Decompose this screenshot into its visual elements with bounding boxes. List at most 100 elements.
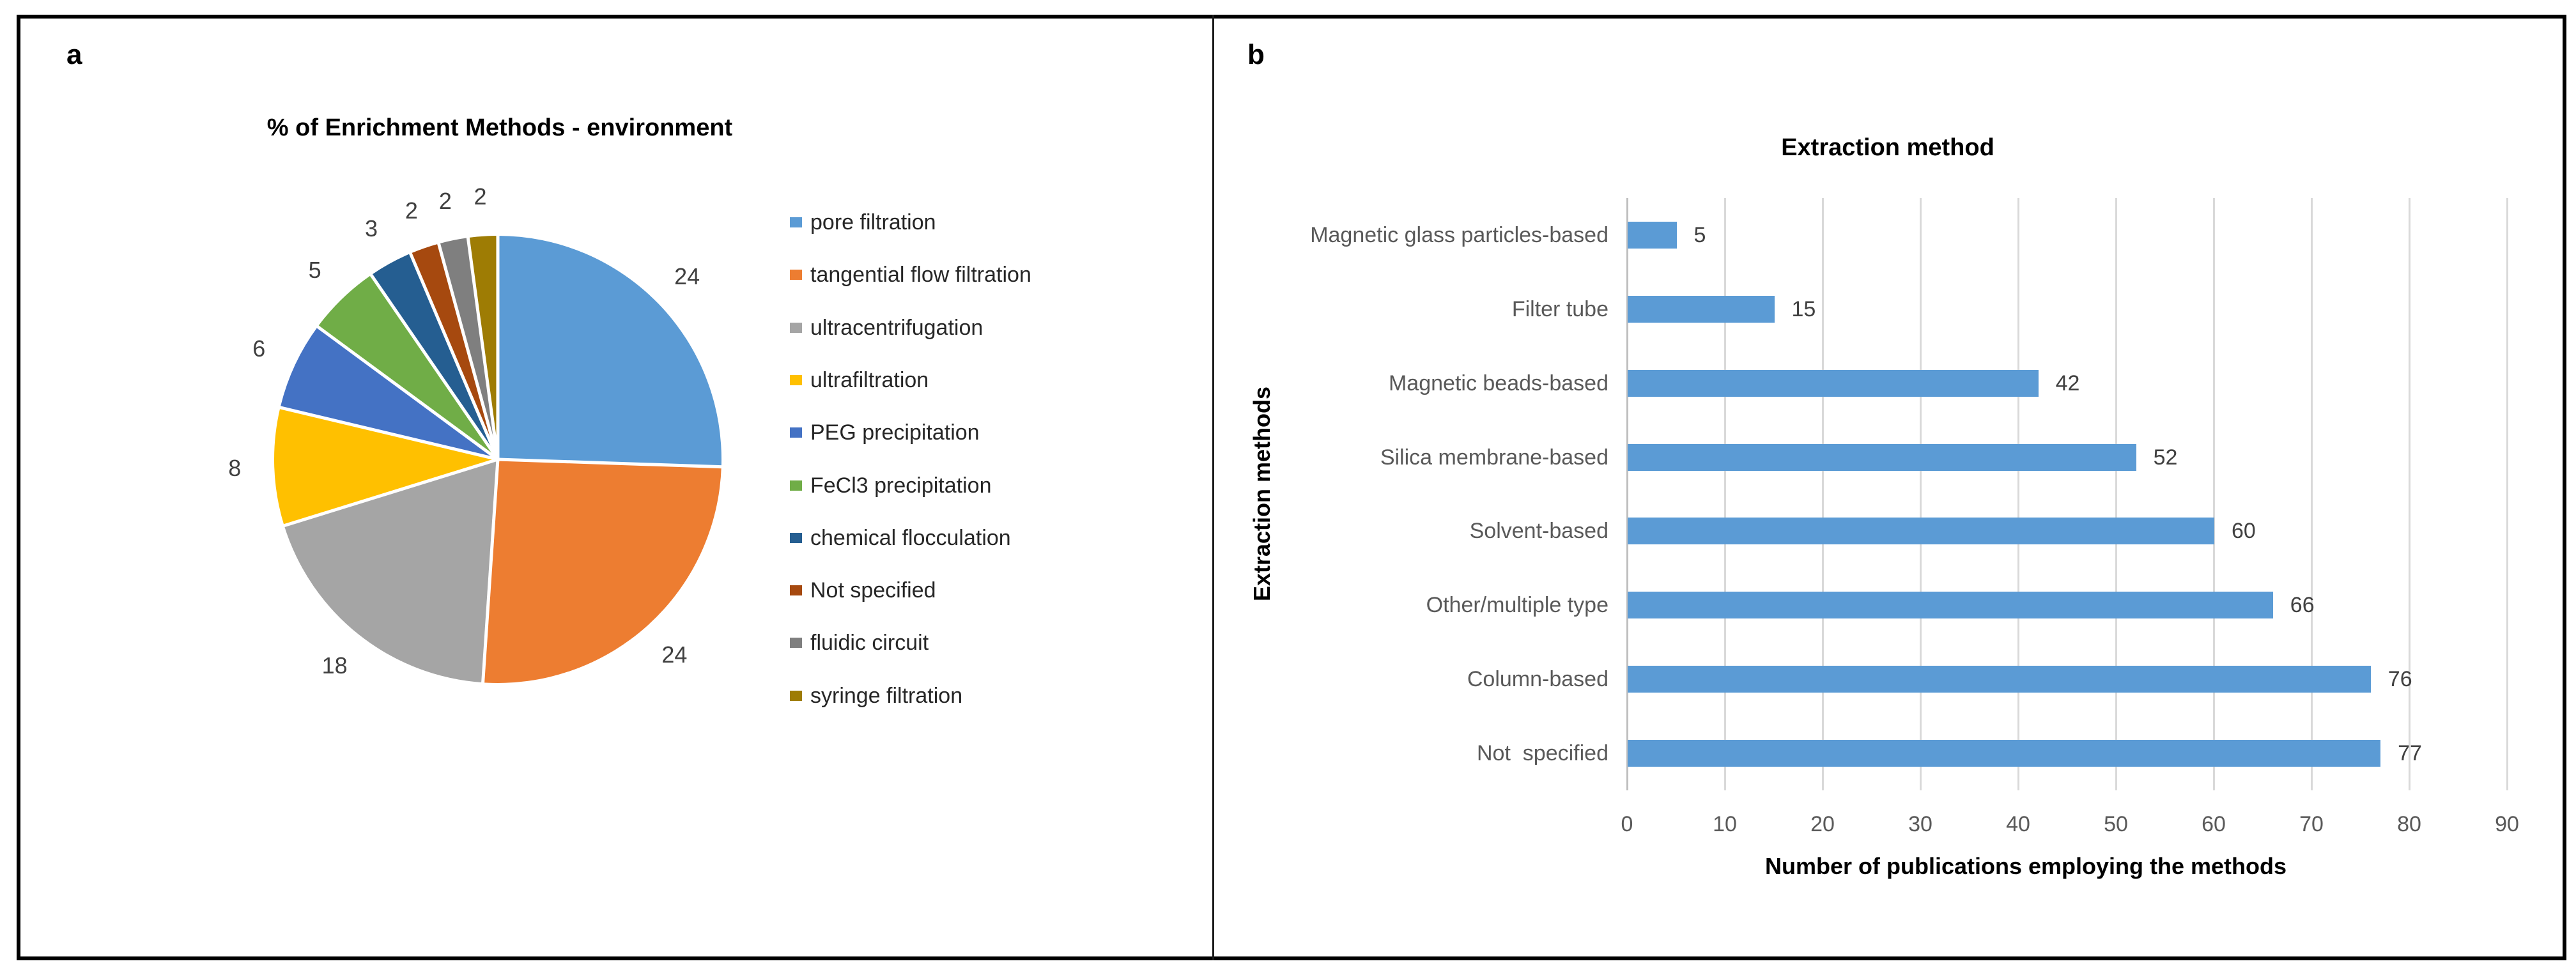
bar — [1628, 518, 2214, 545]
pie-slice-gap — [497, 457, 723, 469]
legend-item: pore filtration — [790, 211, 936, 233]
bar-category-label: Magnetic beads-based — [1388, 371, 1608, 395]
pie-data-label: 2 — [438, 188, 452, 215]
x-tick-label: 60 — [2202, 812, 2226, 836]
y-axis-line — [1626, 198, 1628, 790]
pie-slice — [274, 407, 498, 526]
gridline — [2506, 198, 2508, 790]
bar-value-label: 42 — [2055, 371, 2080, 395]
pie-slice-gap — [481, 459, 500, 684]
bar-value-label: 5 — [1693, 222, 1706, 247]
pie-slice — [371, 253, 498, 459]
panel-a-letter: a — [66, 39, 82, 70]
bar — [1628, 592, 2273, 619]
gridline — [2310, 198, 2313, 790]
legend-label: ultracentrifugation — [810, 315, 983, 340]
x-tick-label: 50 — [2104, 812, 2128, 836]
legend-swatch-icon — [790, 585, 802, 596]
legend-label: FeCl3 precipitation — [810, 473, 992, 498]
legend-swatch-icon — [790, 322, 802, 333]
gridline — [1724, 198, 1726, 790]
pie-svg — [274, 234, 723, 684]
bar-value-label: 76 — [2387, 667, 2412, 692]
legend-label: fluidic circuit — [810, 631, 929, 656]
legend-label: syringe filtration — [810, 683, 963, 708]
bar-x-axis-title: Number of publications employing the met… — [1764, 853, 2287, 880]
legend-item: tangential flow filtration — [790, 264, 1031, 286]
bar — [1628, 221, 1677, 249]
pie-slice — [280, 326, 498, 459]
legend-swatch-icon — [790, 270, 802, 280]
bar — [1628, 295, 1775, 323]
gridline — [1821, 198, 1824, 790]
pie-data-label: 24 — [661, 641, 688, 668]
bar-category-label: Filter tube — [1511, 296, 1608, 321]
pie-slice-gap — [408, 251, 500, 460]
bar-category-label: Silica membrane-based — [1380, 445, 1608, 470]
bar-chart-title: Extraction method — [1781, 134, 1994, 162]
bar-category-label: Solvent-based — [1469, 519, 1608, 544]
legend-label: tangential flow filtration — [810, 263, 1031, 288]
pie-data-label: 3 — [364, 215, 378, 242]
bar-value-label: 77 — [2398, 741, 2422, 766]
pie-data-label: 18 — [321, 652, 348, 679]
bar-category-label: Column-based — [1467, 667, 1608, 692]
gridline — [2115, 198, 2117, 790]
legend-item: PEG precipitation — [790, 422, 980, 443]
bar — [1628, 666, 2371, 693]
pie-chart-title: % of Enrichment Methods - environment — [266, 114, 733, 142]
legend-swatch-icon — [790, 690, 802, 701]
bar-x-axis-ticks: 0 10 20 30 40 50 60 70 80 90 — [1621, 812, 2519, 839]
gridline — [2017, 198, 2019, 790]
legend-label: PEG precipitation — [810, 420, 980, 445]
pie-data-label: 8 — [228, 454, 242, 481]
bar-value-label: 66 — [2290, 593, 2315, 618]
bar-category-label: Magnetic glass particles-based — [1310, 222, 1608, 247]
bar-category-labels: Magnetic glass particles-based Filter tub… — [1217, 198, 1608, 790]
legend-swatch-icon — [790, 638, 802, 649]
gridline — [2212, 198, 2215, 790]
bar-value-label: 60 — [2232, 519, 2256, 544]
pie-data-label: 2 — [474, 183, 487, 210]
legend-item: Not specified — [790, 580, 936, 601]
legend-label: Not specified — [810, 578, 936, 603]
panel-b-letter: b — [1247, 39, 1265, 70]
x-tick-label: 10 — [1713, 812, 1737, 836]
pie-slice-gap — [466, 236, 500, 460]
x-tick-label: 0 — [1621, 812, 1633, 836]
bar-plot-area: 5 15 42 52 60 66 76 77 — [1626, 198, 2508, 790]
pie-slice-gap — [369, 273, 500, 461]
pie-data-label: 2 — [405, 197, 418, 224]
pie-slice-gap — [436, 242, 500, 460]
legend-item: syringe filtration — [790, 685, 962, 707]
x-tick-label: 20 — [1810, 812, 1835, 836]
panel-divider — [1212, 15, 1214, 960]
pie-legend: pore filtration tangential flow filtratio… — [790, 0, 1212, 975]
pie-slice-gap — [282, 457, 498, 528]
legend-swatch-icon — [790, 374, 802, 385]
legend-swatch-icon — [790, 532, 802, 543]
bar-category-label: Other/multiple type — [1426, 593, 1608, 618]
legend-swatch-icon — [790, 427, 802, 438]
pie-slice — [318, 275, 498, 459]
bar-category-label: Not specified — [1477, 741, 1608, 766]
gridline — [2408, 198, 2410, 790]
pie-slice — [284, 459, 498, 683]
x-tick-label: 80 — [2397, 812, 2421, 836]
pie-slice — [498, 236, 721, 467]
legend-item: ultracentrifugation — [790, 317, 983, 339]
x-tick-label: 40 — [2006, 812, 2030, 836]
legend-item: chemical flocculation — [790, 527, 1011, 549]
bar — [1628, 740, 2381, 767]
pie-data-labels: 24 24 18 8 6 5 3 2 2 2 — [228, 185, 725, 686]
legend-label: ultrafiltration — [810, 367, 929, 392]
legend-swatch-icon — [790, 217, 802, 227]
legend-item: ultrafiltration — [790, 369, 929, 391]
gridline — [1919, 198, 1922, 790]
bar-value-label: 15 — [1791, 296, 1816, 321]
x-tick-label: 90 — [2495, 812, 2519, 836]
legend-item: FeCl3 precipitation — [790, 475, 991, 496]
legend-label: chemical flocculation — [810, 525, 1011, 550]
x-tick-label: 70 — [2299, 812, 2324, 836]
